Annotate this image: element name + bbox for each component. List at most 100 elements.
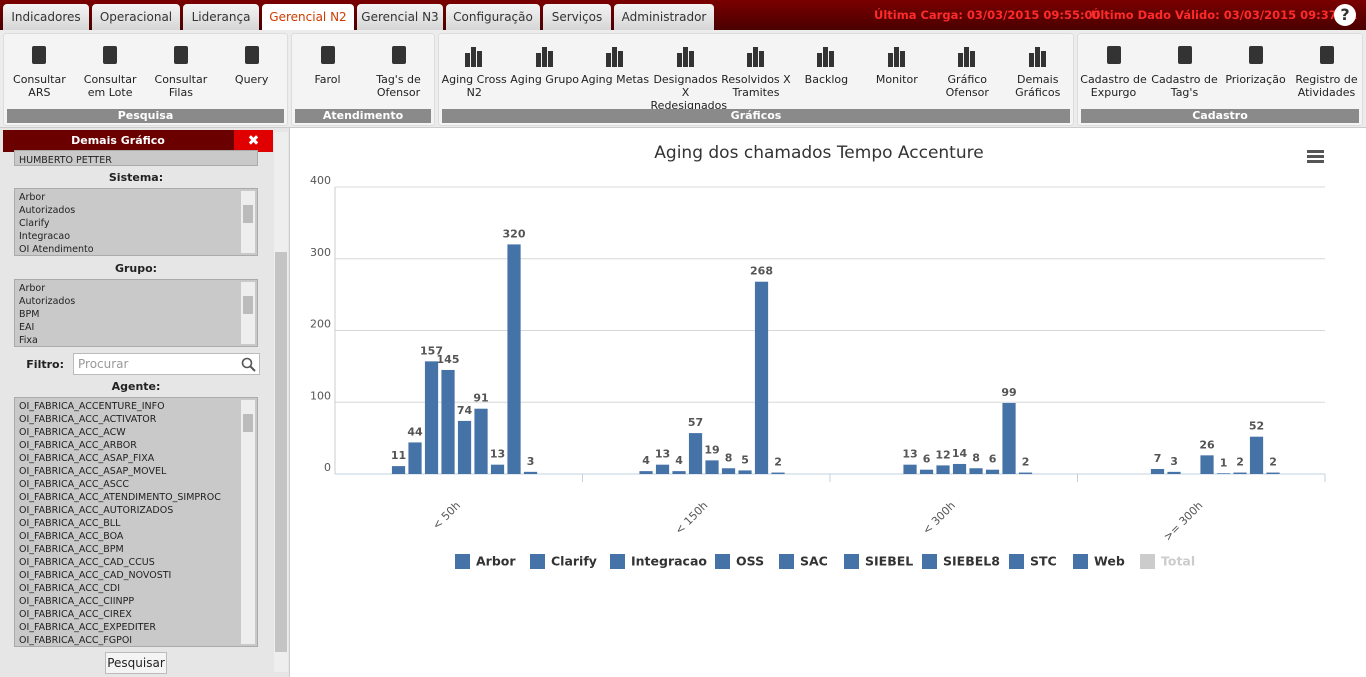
list-item[interactable]: OI_FABRICA_ACC_BLL [19,518,121,529]
toolbar-button[interactable]: Designados X Redesignados [651,34,727,112]
list-top[interactable]: HUMBERTO PETTER [14,150,258,166]
legend-label: Web [1094,554,1125,569]
nav-tab[interactable]: Administrador [614,4,714,30]
toolbar-button[interactable]: Monitor [862,34,932,110]
list-item[interactable]: OI_FABRICA_ACC_BOA [19,531,124,542]
data-label: 13 [902,448,917,461]
icon [817,47,835,67]
toolbar-button[interactable]: Consultar em Lote [75,34,145,110]
list-item[interactable]: OI_FABRICA_ACC_CAD_NOVOSTI [19,570,172,581]
toolbar-button[interactable]: Farol [293,34,363,110]
icon [746,47,764,67]
list-item[interactable]: OI_FABRICA_ACC_EXPEDITER [19,622,157,633]
data-label: 3 [1170,455,1178,468]
toolbar-button[interactable]: Gráfico Ofensor [932,34,1002,110]
toolbar-button[interactable]: Priorização [1221,34,1291,110]
label: Sistema: [108,171,164,184]
bar [919,469,934,474]
data-label: 2 [1022,456,1030,469]
list-agente[interactable]: OI_FABRICA_ACCENTURE_INFO OI_FABRICA_ACC_… [14,397,258,647]
list-thumb[interactable] [243,414,253,432]
list-item[interactable]: OI_FABRICA_ACC_FGPOI [19,635,133,646]
nav-tab[interactable]: Gerencial N2 [262,4,354,30]
nav-tab[interactable]: Gerencial N3 [357,4,443,30]
list-item[interactable]: OI_FABRICA_ACC_ASAP_FIXA [19,453,155,464]
list-item[interactable]: Arbor [19,283,46,294]
list-grupo[interactable]: Arbor Autorizados BPM EAI Fixa [14,279,258,347]
list-thumb[interactable] [243,296,253,314]
list-item[interactable]: OI_FABRICA_ACC_ARBOR [19,440,137,451]
toolbar-button[interactable]: Backlog [791,34,861,110]
bar [639,471,653,474]
toolbar-button[interactable]: Consultar Filas [146,34,216,110]
list-item[interactable]: OI_FABRICA_ACC_AUTORIZADOS [19,505,174,516]
toolbar-button[interactable]: Tag's de Ofensor [364,34,434,110]
menu-icon[interactable] [1307,150,1324,163]
list-scrollbar[interactable] [241,400,255,644]
nav-tab[interactable]: Operacional [92,4,180,30]
list-item[interactable]: Integracao [19,231,71,242]
bar [424,361,439,474]
toolbar: Consultar ARS Consultar em Lote Consultar … [0,30,1366,128]
list-item[interactable]: OI_FABRICA_ACCENTURE_INFO [19,401,165,412]
list-item[interactable]: Fixa [19,335,38,346]
list-item[interactable]: OI_FABRICA_ACC_CIREX [19,609,132,620]
list-item[interactable]: BPM [19,309,40,320]
data-label: 4 [642,454,650,467]
list-item[interactable]: OI_FABRICA_ACC_CIINPP [19,596,135,607]
list-thumb[interactable] [243,205,253,223]
list-item[interactable]: Autorizados [19,205,76,216]
icon [32,46,47,64]
bar [1002,402,1016,474]
bar [903,464,917,474]
list-item[interactable]: OI_FABRICA_ACC_ACTIVATOR [19,414,157,425]
list-item[interactable]: EAI [19,322,35,333]
list-item[interactable]: OI_FABRICA_ACC_ACW [19,427,126,438]
icon [535,47,553,67]
list-item[interactable]: OI_FABRICA_ACC_CAD_CCUS [19,557,155,568]
icon-part [103,46,118,64]
scrollbar[interactable] [274,132,288,672]
legend-label: SIEBEL [865,554,913,569]
toolbar-button[interactable]: Registro de Atividades [1292,34,1362,110]
icon-part [829,51,835,67]
nav-tab[interactable]: Indicadores [3,4,89,30]
list-item[interactable]: OI_FABRICA_ACC_ASCC [19,479,130,490]
icon-part [612,47,618,67]
list-item[interactable]: Autorizados [19,296,76,307]
nav-tab[interactable]: Liderança [183,4,259,30]
list-sistema[interactable]: Arbor Autorizados Clarify Integracao OI Aten… [14,188,258,256]
bar [1233,472,1247,474]
list-item[interactable]: OI_FABRICA_ACC_ATENDIMENTO_SIMPROC [19,492,221,503]
search-button[interactable]: Pesquisar [105,652,167,674]
icon [1177,46,1192,64]
nav-tab[interactable]: Serviços [543,4,611,30]
toolbar-button[interactable]: Query [217,34,287,110]
search-input[interactable]: Procurar [73,353,260,375]
toolbar-button[interactable]: Aging Grupo [510,34,580,110]
bar [1266,472,1280,474]
list-item[interactable]: OI Atendimento [19,244,94,255]
legend-swatch [1009,554,1024,569]
toolbar-label: Resolvidos X Tramites [721,73,791,99]
toolbar-button[interactable]: Cadastro de Expurgo [1079,34,1149,110]
toolbar-label: Backlog [804,73,849,86]
list-item[interactable]: HUMBERTO PETTER [19,155,112,166]
toolbar-button[interactable]: Demais Gráficos [1003,34,1073,110]
toolbar-button[interactable]: Aging Metas [580,34,650,110]
close-button[interactable]: ✖ [234,130,273,152]
list-item[interactable]: OI_FABRICA_ACC_CDI [19,583,121,594]
toolbar-button[interactable]: Cadastro de Tag's [1150,34,1220,110]
list-item[interactable]: Arbor [19,192,46,203]
list-item[interactable]: Clarify [19,218,50,229]
legend-swatch [530,554,545,569]
help-button[interactable]: ? [1334,4,1356,26]
nav-tab[interactable]: Configuração [446,4,540,30]
data-label: 57 [688,416,703,429]
toolbar-button[interactable]: Resolvidos X Tramites [721,34,791,110]
list-item[interactable]: OI_FABRICA_ACC_BPM [19,544,124,555]
legend-label: Integracao [631,554,707,569]
list-item[interactable]: OI_FABRICA_ACC_ASAP_MOVEL [19,466,167,477]
toolbar-button[interactable]: Aging Cross N2 [439,34,509,110]
toolbar-button[interactable]: Consultar ARS [4,34,74,110]
